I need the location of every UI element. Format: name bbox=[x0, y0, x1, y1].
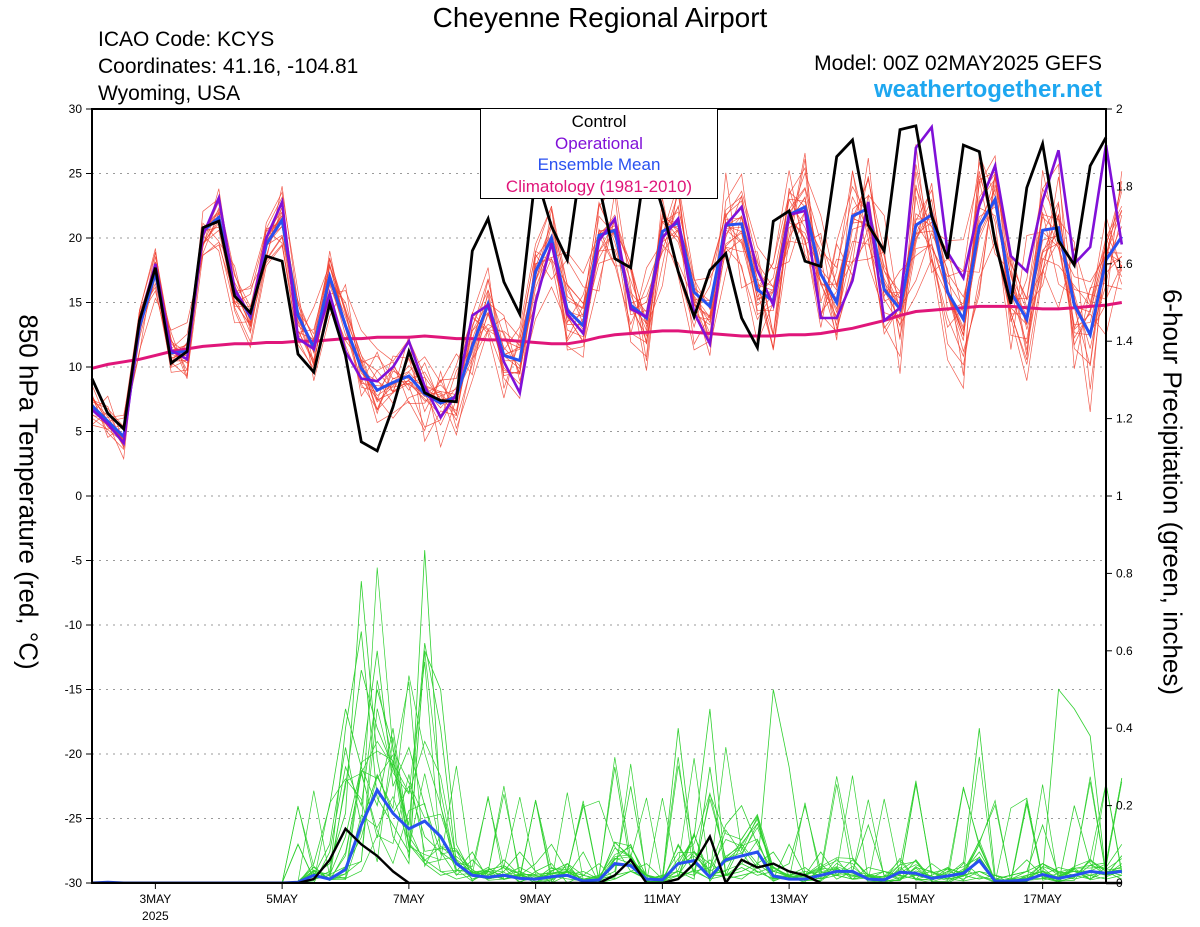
icao-code: ICAO Code: KCYS bbox=[98, 28, 275, 51]
y-right-tick-label: 0.8 bbox=[1116, 566, 1133, 580]
legend-operational: Operational bbox=[555, 133, 643, 153]
ensemble-mean-line bbox=[90, 194, 1124, 440]
clip-bottom bbox=[92, 884, 1106, 927]
precip-member-line bbox=[92, 651, 1122, 884]
brand-link[interactable]: weathertogether.net bbox=[873, 76, 1102, 103]
y-left-tick-label: 15 bbox=[69, 296, 83, 310]
legend-control: Control bbox=[571, 112, 627, 131]
region: Wyoming, USA bbox=[98, 82, 241, 105]
x-tick-label: 15MAY bbox=[897, 892, 935, 906]
legend-mean: Ensemble Mean bbox=[537, 155, 661, 174]
y-left-tick-label: -30 bbox=[65, 876, 83, 890]
y-left-tick-label: -5 bbox=[71, 554, 82, 568]
y-right-tick-label: 0.6 bbox=[1116, 644, 1133, 658]
precip-member-line bbox=[92, 675, 1123, 884]
y-right-tick-label: 1.4 bbox=[1116, 334, 1133, 348]
y-left-tick-label: 25 bbox=[69, 167, 83, 181]
y-left-tick-label: 0 bbox=[75, 489, 82, 503]
precip-member-line bbox=[92, 689, 1122, 884]
y-right-tick-label: 0 bbox=[1116, 876, 1123, 890]
y-right-tick-label: 1.2 bbox=[1116, 412, 1133, 426]
precip-member-line bbox=[92, 728, 1122, 884]
y-right-tick-label: 1.8 bbox=[1116, 179, 1133, 193]
precip-member-line bbox=[92, 661, 1123, 884]
y-right-tick-label: 0.2 bbox=[1116, 799, 1133, 813]
precip-member-line bbox=[92, 650, 1123, 884]
y-left-tick-label: -10 bbox=[65, 618, 83, 632]
precip-member-line bbox=[92, 680, 1123, 884]
precip-member-line bbox=[92, 708, 1123, 884]
clip-top bbox=[92, 60, 1106, 109]
climatology-line bbox=[91, 301, 1123, 370]
y-left-tick-label: 10 bbox=[69, 360, 83, 374]
operational-line bbox=[91, 123, 1124, 447]
y-right-tick-label: 1.6 bbox=[1116, 257, 1133, 271]
y-left-tick-label: -15 bbox=[65, 683, 83, 697]
precip-member-line bbox=[92, 567, 1123, 884]
x-year-label: 2025 bbox=[142, 909, 169, 923]
y-right-tick-label: 0.4 bbox=[1116, 721, 1133, 735]
x-tick-label: 17MAY bbox=[1023, 892, 1061, 906]
x-tick-label: 13MAY bbox=[770, 892, 808, 906]
y-right-tick-label: 2 bbox=[1116, 102, 1123, 116]
chart-title: Cheyenne Regional Airport bbox=[432, 2, 768, 33]
legend-climatology: Climatology (1981-2010) bbox=[505, 176, 693, 196]
legend: Control Operational Ensemble Mean Climat… bbox=[480, 108, 718, 199]
temp-member-line bbox=[91, 172, 1123, 449]
x-tick-label: 9MAY bbox=[520, 892, 552, 906]
x-tick-label: 3MAY bbox=[139, 892, 171, 906]
y-left-tick-label: 30 bbox=[69, 102, 83, 116]
y-left-tick-label: -25 bbox=[65, 812, 83, 826]
x-tick-label: 11MAY bbox=[644, 892, 682, 906]
precip-member-line bbox=[92, 581, 1122, 884]
coordinates: Coordinates: 41.16, -104.81 bbox=[98, 55, 359, 78]
y-left-tick-label: 5 bbox=[75, 425, 82, 439]
model-run: Model: 00Z 02MAY2025 GEFS bbox=[814, 52, 1102, 75]
x-tick-label: 7MAY bbox=[393, 892, 425, 906]
y-left-tick-label: 20 bbox=[69, 231, 83, 245]
temp-member-line bbox=[91, 152, 1123, 438]
x-tick-label: 5MAY bbox=[266, 892, 298, 906]
y-left-tick-label: -20 bbox=[65, 747, 83, 761]
temp-member-line bbox=[91, 198, 1122, 439]
y-right-tick-label: 1 bbox=[1116, 489, 1123, 503]
precip-member-line bbox=[92, 643, 1122, 884]
